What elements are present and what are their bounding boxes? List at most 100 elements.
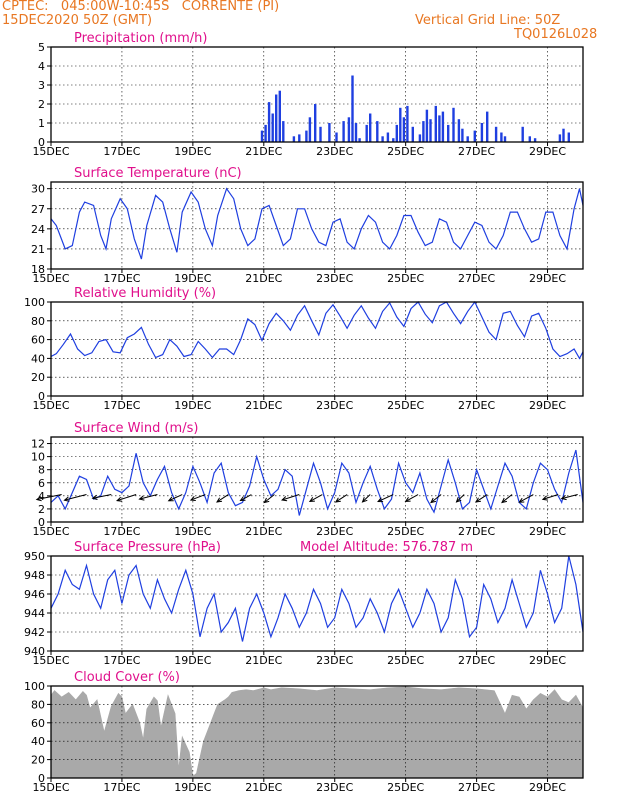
wind-arrow-head [239, 496, 246, 502]
precip-bar [386, 132, 390, 142]
precip-bar [278, 90, 281, 142]
y-tick-label: 6 [38, 477, 45, 490]
x-tick-label: 27DEC [458, 781, 495, 794]
x-tick-label: 25DEC [387, 654, 424, 667]
x-tick-label: 15DEC [32, 272, 69, 285]
x-tick-label: 25DEC [387, 272, 424, 285]
wind-line [50, 449, 584, 516]
y-tick-label: 12 [31, 438, 45, 451]
precip-bar [425, 109, 429, 142]
x-tick-label: 15DEC [32, 781, 69, 794]
y-tick-label: 940 [24, 645, 45, 658]
precip-bar [282, 121, 285, 142]
wind-arrow [116, 494, 137, 502]
wind-arrow [519, 494, 534, 503]
precip-bar [267, 102, 271, 142]
header-model-code: TQ0126L028 [514, 27, 598, 42]
y-tick-label: 10 [31, 451, 45, 464]
y-tick-label: 100 [24, 680, 45, 693]
precip-bar [521, 126, 524, 142]
panel-humidity: 0 20 40 60 80 100 15DEC 17DEC 19DEC 21DEC 23DEC 25D… [24, 286, 584, 412]
x-tick-label: 23DEC [316, 654, 353, 667]
precip-bar [480, 123, 484, 142]
plot-frame [50, 685, 584, 779]
wind-arrow-head [308, 497, 315, 502]
y-tick-label: 942 [24, 626, 45, 639]
y-tick-label: 24 [31, 223, 45, 236]
wind-arrow [92, 494, 112, 499]
precip-bar [351, 75, 354, 142]
precip-bar [376, 121, 379, 142]
header-grid-note: Vertical Grid Line: 50Z [415, 13, 561, 28]
x-tick-label: 23DEC [316, 525, 353, 538]
y-tick-label: 5 [38, 41, 45, 54]
wind-arrow [36, 494, 62, 500]
x-tick-label: 29DEC [529, 272, 566, 285]
y-tick-label: 40 [31, 735, 45, 748]
precip-bar [461, 128, 464, 142]
pressure-line [50, 555, 584, 642]
wind-arrow-head [116, 496, 123, 502]
wind-arrow [168, 494, 183, 502]
wind-arrow-head [167, 496, 174, 502]
precip-bar [305, 130, 308, 142]
x-tick-label: 29DEC [529, 525, 566, 538]
x-tick-label: 27DEC [458, 654, 495, 667]
x-tick-label: 15DEC [32, 399, 69, 412]
x-tick-label: 23DEC [316, 272, 353, 285]
precip-bar [365, 124, 368, 142]
y-tick-label: 0 [38, 772, 45, 785]
precip-bar [494, 126, 498, 142]
wind-arrow-head [263, 497, 270, 504]
precip-bar [260, 130, 264, 142]
precip-bar [406, 105, 409, 142]
y-tick-label: 4 [38, 490, 45, 503]
wind-arrow [377, 494, 394, 502]
humidity-title: Relative Humidity (%) [74, 286, 216, 301]
wind-arrow-head [189, 496, 196, 501]
x-tick-label: 27DEC [458, 399, 495, 412]
wind-arrow [240, 494, 252, 501]
precip-bar [533, 138, 537, 142]
precip-bar [422, 121, 425, 142]
wind-arrow [430, 494, 442, 503]
cloud-cover-title: Cloud Cover (%) [74, 670, 180, 685]
wind-arrow-head [377, 497, 384, 503]
y-tick-label: 4 [38, 60, 45, 73]
model-altitude-label: Model Altitude: 576.787 m [300, 540, 473, 555]
precipitation-title: Precipitation (mm/h) [74, 31, 207, 46]
wind-arrow-head [216, 497, 223, 503]
wind-arrow [335, 494, 348, 503]
precip-bar [358, 138, 361, 142]
x-tick-label: 23DEC [316, 781, 353, 794]
y-tick-label: 21 [31, 243, 45, 256]
precip-bar [452, 107, 455, 142]
precip-bar [308, 117, 312, 142]
humidity-line [50, 300, 584, 360]
x-tick-label: 17DEC [103, 654, 140, 667]
y-tick-label: 948 [24, 569, 45, 582]
precip-bar [567, 132, 570, 142]
wind-arrow-head [334, 497, 341, 503]
precip-bar [314, 104, 317, 142]
wind-arrow-head [63, 496, 70, 502]
wind-arrow [216, 494, 229, 503]
wind-arrow-head [474, 497, 481, 503]
x-tick-label: 23DEC [316, 145, 353, 158]
precip-bar [264, 124, 267, 142]
y-tick-label: 950 [24, 550, 45, 563]
wind-arrow-head [541, 495, 548, 501]
x-tick-label: 21DEC [245, 654, 282, 667]
plot-frame [50, 436, 584, 523]
wind-arrow [456, 494, 465, 503]
x-tick-label: 17DEC [103, 145, 140, 158]
temperature-line [50, 187, 584, 260]
y-tick-label: 2 [38, 503, 45, 516]
header-location: CPTEC: 045:00W-10:45S CORRENTE (PI) [2, 0, 280, 14]
x-tick-label: 19DEC [174, 145, 211, 158]
wind-arrow-head [430, 497, 437, 504]
precip-bar [342, 121, 345, 142]
x-tick-label: 21DEC [245, 525, 282, 538]
